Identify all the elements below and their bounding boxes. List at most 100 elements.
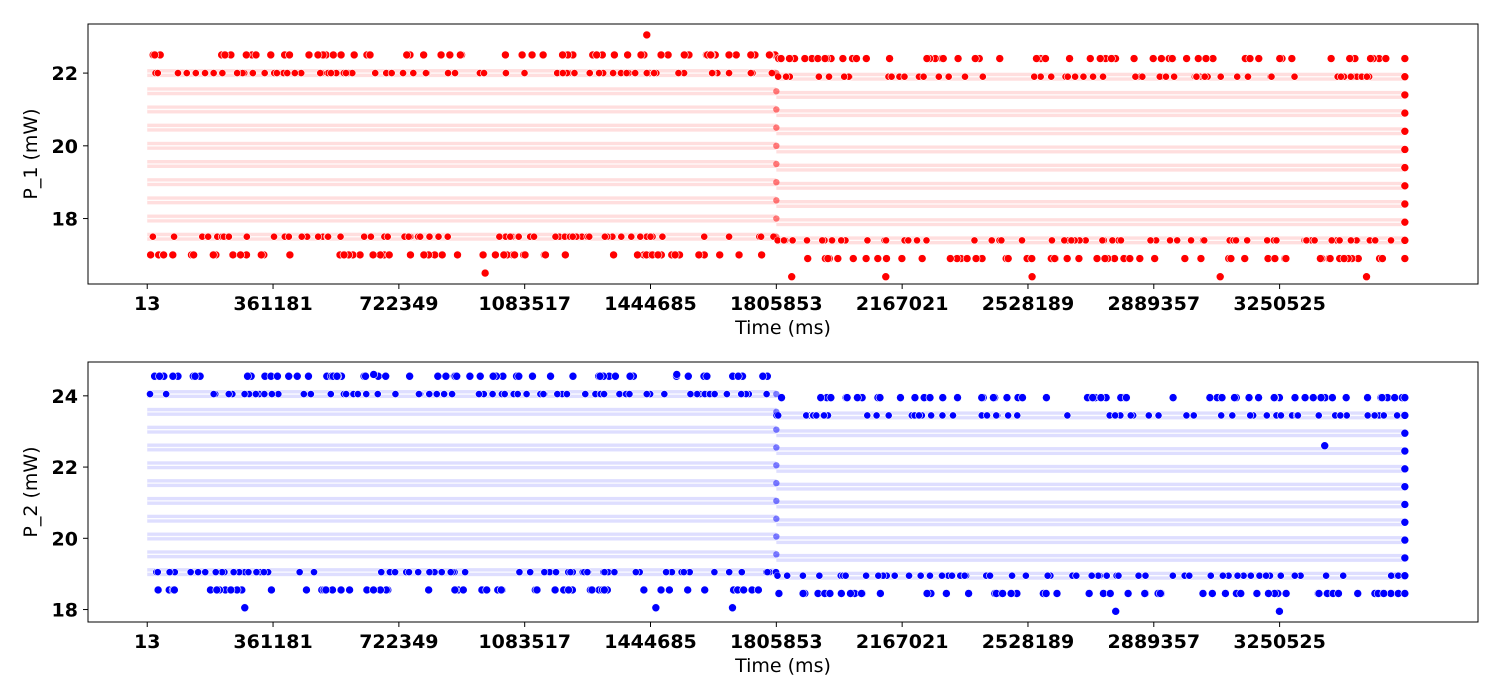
p2-data-point (1363, 411, 1372, 420)
p1-data-point (919, 72, 928, 81)
p2-data-point (405, 568, 413, 577)
p2-data-point (450, 585, 460, 595)
p2-data-point (1379, 589, 1389, 598)
p2-data-point (155, 371, 164, 381)
p1-data-point (1233, 72, 1242, 81)
p1-data-point (971, 254, 981, 263)
p2-transition-point (773, 568, 780, 576)
p1-data-point (1182, 54, 1191, 63)
p2-data-point (465, 371, 475, 381)
p2-data-point (960, 571, 969, 580)
p1-data-point (642, 69, 651, 77)
power-p1-chart: 13 361181 722349 1083517 1444685 1805853 21670… (20, 23, 1479, 339)
p1-data-point (970, 54, 980, 63)
p1-data-point (422, 69, 430, 77)
p2-data-point (165, 568, 174, 577)
p1-data-point (558, 69, 567, 77)
p2-x-tick-label: 361181 (233, 631, 312, 653)
p1-end-point (1400, 72, 1410, 82)
p1-y-tick-label: 20 (52, 136, 78, 158)
p2-data-point (820, 411, 828, 420)
p2-data-point (837, 589, 846, 598)
p2-data-point (391, 568, 399, 577)
p1-data-point (1050, 254, 1059, 263)
p2-data-point (1252, 589, 1262, 598)
p2-data-point (568, 371, 578, 381)
p2-data-point (1314, 589, 1324, 598)
p2-data-point (522, 390, 531, 398)
p2-data-point (683, 371, 693, 381)
p1-data-point (1302, 236, 1311, 245)
p2-data-point (905, 571, 913, 580)
p1-data-point (609, 250, 618, 260)
p1-data-point (242, 50, 251, 60)
p2-data-point (243, 371, 252, 381)
p2-data-point (815, 571, 824, 580)
p2-data-point (925, 393, 935, 402)
p2-data-point (874, 571, 883, 580)
p1-data-point (1316, 254, 1325, 263)
p1-end-point (1400, 199, 1410, 209)
p2-data-point (440, 390, 449, 398)
p2-data-point (625, 371, 635, 381)
p1-scatter-points (146, 30, 1410, 282)
p1-data-point (1170, 72, 1179, 81)
p1-data-point (840, 72, 849, 81)
p2-data-point (546, 371, 555, 381)
p2-data-point (1006, 589, 1016, 598)
p2-data-point (1013, 411, 1022, 420)
p1-data-point (609, 69, 617, 77)
p1-data-point (800, 54, 810, 63)
p2-data-point (244, 568, 253, 577)
p1-data-point (814, 72, 823, 81)
p1-data-point (1371, 236, 1380, 245)
p2-data-point (211, 568, 220, 577)
p2-data-point (1377, 393, 1387, 402)
p1-data-point (1065, 54, 1074, 63)
p1-end-point (1400, 145, 1410, 154)
p1-data-point (1095, 54, 1105, 63)
p1-data-point (1337, 72, 1345, 81)
p2-outlier-point (672, 370, 682, 379)
p2-data-point (488, 390, 497, 398)
p2-data-point (600, 585, 609, 595)
p2-data-point (938, 411, 947, 420)
p1-data-point (1326, 54, 1336, 63)
p2-data-point (1088, 393, 1097, 402)
p2-data-point (758, 371, 768, 381)
p1-data-point (1245, 54, 1255, 63)
p1-data-point (248, 69, 257, 77)
p2-data-point (922, 589, 932, 598)
p1-transition-point (773, 160, 780, 168)
p2-data-point (441, 371, 451, 381)
p1-data-point (631, 69, 640, 77)
p2-y-tick-label: 22 (52, 457, 78, 479)
p1-x-tick-label: 1083517 (478, 293, 571, 315)
p1-data-point (813, 54, 823, 63)
p1-data-point (445, 50, 455, 60)
p2-data-point (1262, 571, 1270, 580)
p2-data-point (415, 390, 423, 398)
p2-data-point (1246, 411, 1255, 420)
p1-data-point (1062, 254, 1072, 263)
p2-data-point (798, 589, 808, 598)
p2-data-point (345, 585, 354, 595)
p2-data-point (926, 571, 934, 580)
p2-data-point (679, 568, 688, 577)
p1-data-point (236, 250, 245, 260)
p1-data-point (636, 232, 645, 241)
p1-data-point (387, 69, 396, 77)
p2-data-point (600, 568, 609, 577)
p1-data-point (1098, 236, 1107, 245)
p1-y-ticks: 18 20 22 (52, 63, 88, 231)
p2-data-point (910, 393, 920, 402)
p1-data-point (679, 50, 689, 60)
p2-data-point (1339, 571, 1348, 580)
p2-data-point (826, 393, 836, 402)
p2-outlier-point (240, 603, 250, 613)
p1-data-point (828, 236, 836, 245)
p2-data-point (942, 589, 951, 598)
p1-data-point (360, 232, 369, 241)
p1-data-point (1063, 72, 1072, 81)
p1-data-point (595, 69, 604, 77)
